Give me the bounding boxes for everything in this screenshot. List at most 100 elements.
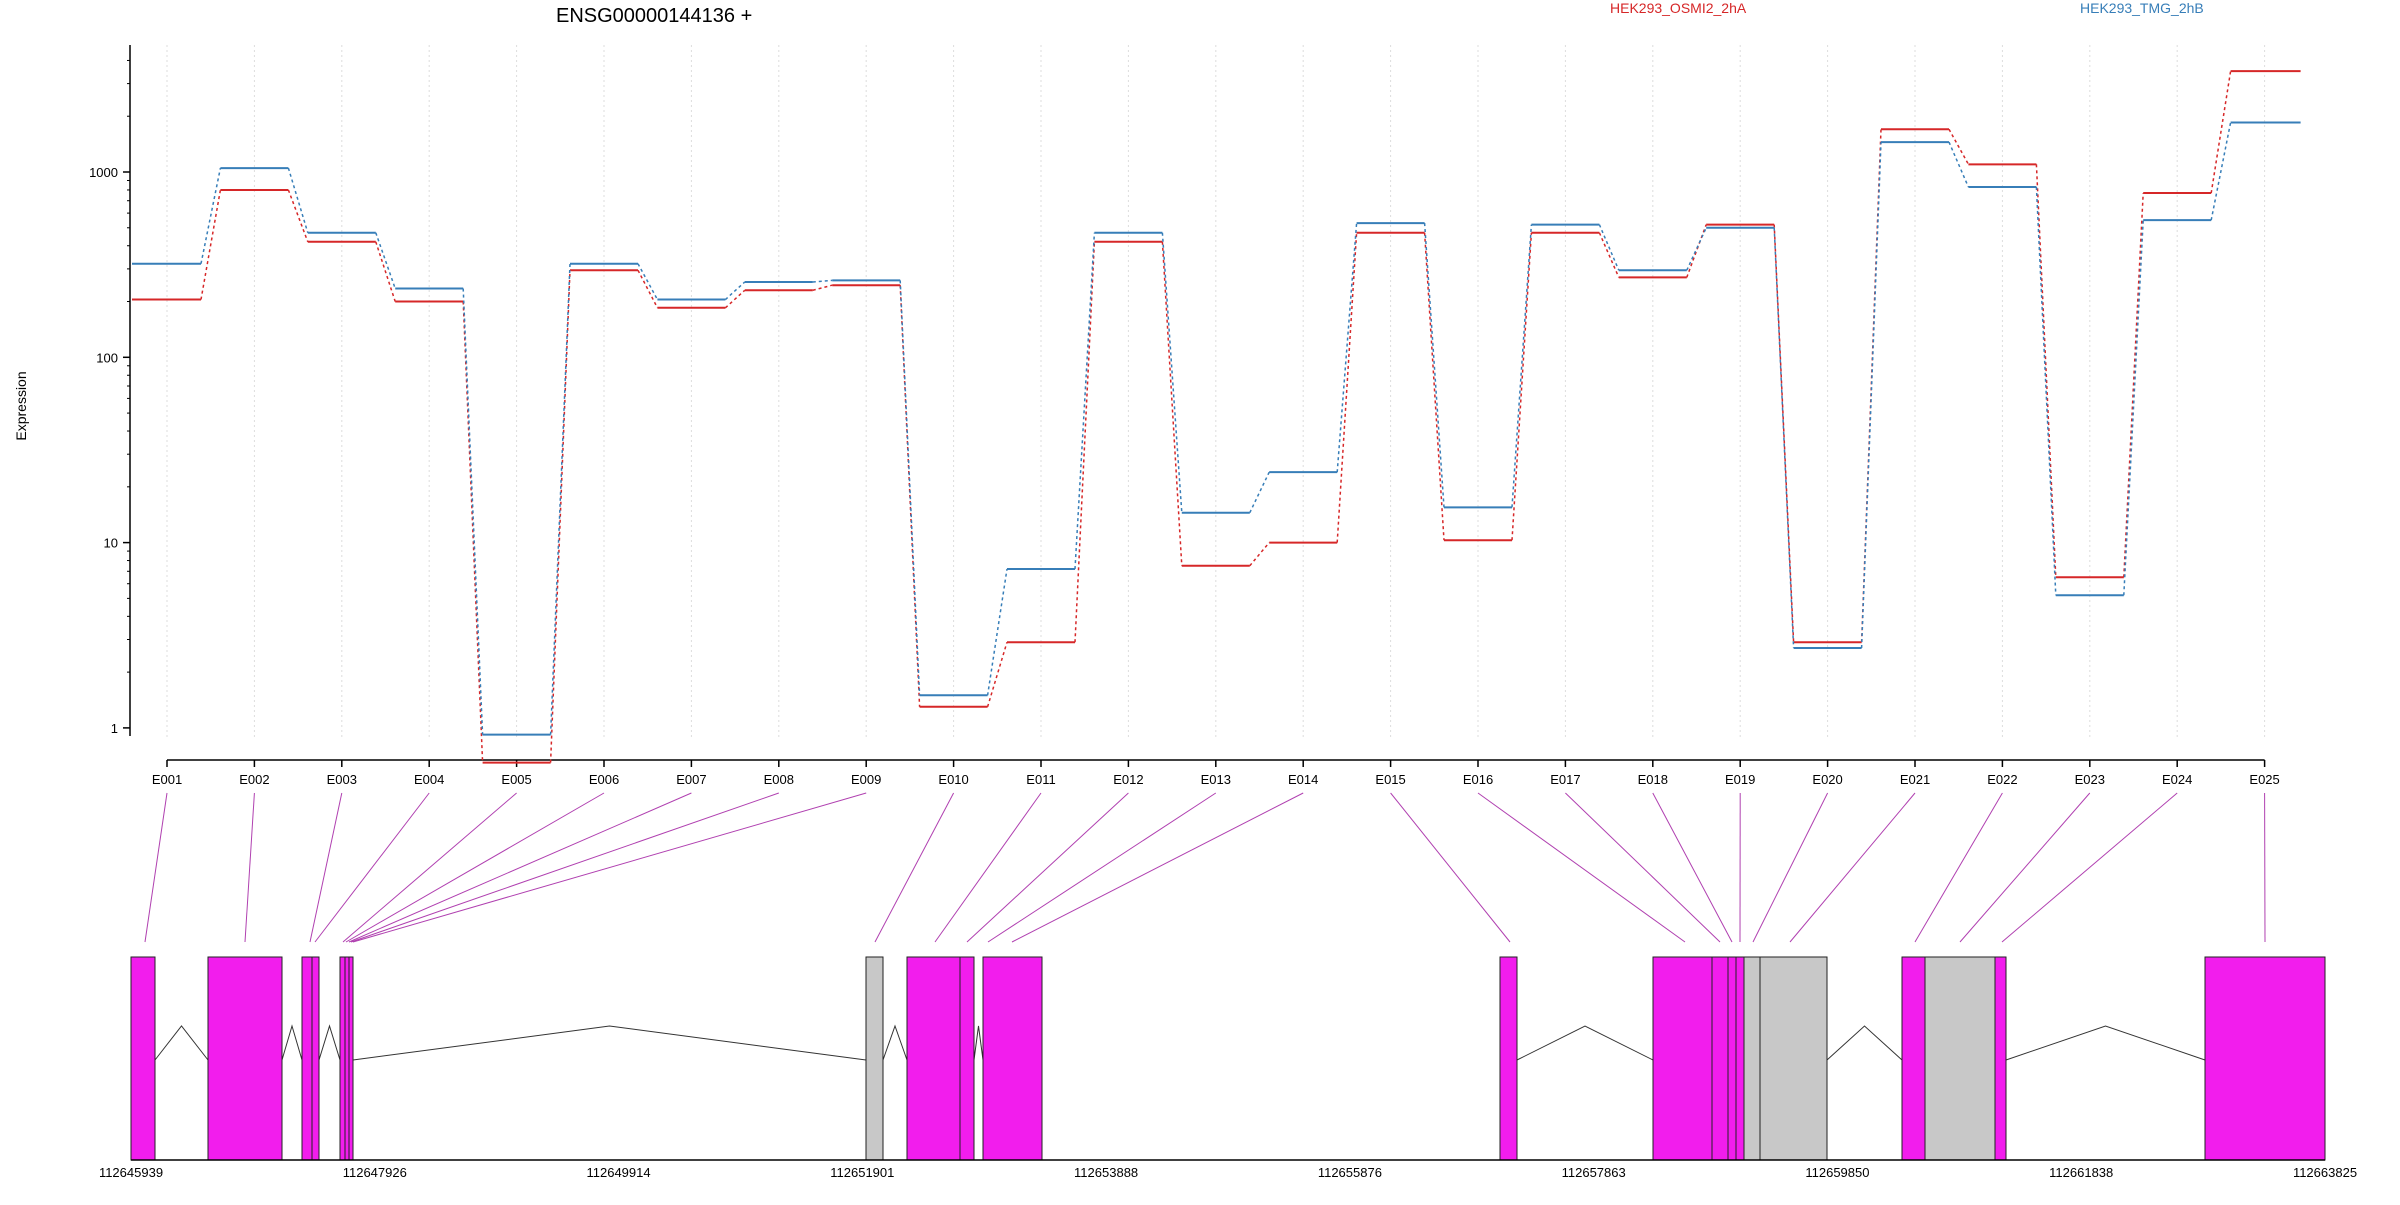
genome-coordinate-label: 112645939 xyxy=(99,1165,163,1180)
exon-block xyxy=(907,957,960,1160)
exon-connector xyxy=(2002,793,2177,942)
intron-line xyxy=(1517,1026,1653,1060)
exon-block xyxy=(960,957,974,1160)
series-connector xyxy=(2211,71,2230,193)
exon-block xyxy=(131,957,155,1160)
exon-block xyxy=(1653,957,1712,1160)
x-tick-label: E004 xyxy=(414,772,444,787)
exon-block xyxy=(345,957,349,1160)
series-connector xyxy=(1337,233,1356,543)
exon-connector xyxy=(967,793,1128,942)
x-tick-label: E015 xyxy=(1375,772,1405,787)
exon-connector xyxy=(1565,793,1720,942)
y-tick-label: 1000 xyxy=(89,165,118,180)
series-connector xyxy=(288,190,307,242)
series-connector xyxy=(1250,543,1269,566)
series-connector xyxy=(813,285,832,290)
exon-connector xyxy=(145,793,167,942)
intron-line xyxy=(883,1026,907,1060)
x-tick-label: E025 xyxy=(2249,772,2279,787)
x-tick-label: E005 xyxy=(501,772,531,787)
series-connector xyxy=(376,233,395,289)
exon-block xyxy=(1712,957,1728,1160)
x-tick-label: E011 xyxy=(1026,772,1055,787)
exon-connector xyxy=(245,793,254,942)
x-tick-label: E001 xyxy=(152,772,182,787)
exon-block xyxy=(1744,957,1760,1160)
legend-entry-tmg: HEK293_TMG_2hB xyxy=(2080,0,2204,16)
exon-block xyxy=(866,957,883,1160)
series-connector xyxy=(1862,129,1881,642)
legend-entry-osmi2: HEK293_OSMI2_2hA xyxy=(1610,0,1747,16)
exon-block xyxy=(1500,957,1517,1160)
x-tick-label: E020 xyxy=(1812,772,1842,787)
x-tick-label: E013 xyxy=(1201,772,1231,787)
x-tick-label: E007 xyxy=(676,772,706,787)
series-connector xyxy=(2211,122,2230,220)
exon-connector xyxy=(1391,793,1510,942)
grid-layer xyxy=(167,45,2265,740)
exon-block xyxy=(1925,957,1995,1160)
series-connector xyxy=(1075,242,1094,642)
series-connector xyxy=(288,168,307,233)
x-tick-label: E006 xyxy=(589,772,619,787)
series-connector xyxy=(725,290,744,308)
genome-coordinate-label: 112647926 xyxy=(343,1165,407,1180)
series-connector xyxy=(463,289,482,735)
series-connector xyxy=(1162,242,1181,566)
x-tick-label: E017 xyxy=(1550,772,1580,787)
exon-block xyxy=(208,957,282,1160)
series-1 xyxy=(132,122,2301,734)
series-connector xyxy=(1162,233,1181,513)
y-tick-label: 1 xyxy=(111,721,118,736)
exon-connector xyxy=(935,793,1041,942)
x-tick-label: E018 xyxy=(1638,772,1668,787)
exon-block xyxy=(349,957,353,1160)
series-connector xyxy=(201,190,220,300)
exon-connector xyxy=(1478,793,1685,942)
exon-connector xyxy=(315,793,429,942)
exon-connector xyxy=(988,793,1216,942)
genome-coordinate-label: 112657863 xyxy=(1562,1165,1626,1180)
series-connector xyxy=(201,168,220,264)
exon-connector xyxy=(875,793,954,942)
x-tick-label: E024 xyxy=(2162,772,2192,787)
series-connector xyxy=(1337,223,1356,472)
series-connector xyxy=(1687,225,1706,278)
intron-line xyxy=(974,1026,983,1060)
exon-block xyxy=(1728,957,1736,1160)
exon-block xyxy=(1760,957,1827,1160)
exon-block xyxy=(1902,957,1925,1160)
exon-block xyxy=(1995,957,2006,1160)
series-connector xyxy=(638,264,657,300)
series-connector xyxy=(2124,220,2143,595)
connector-layer xyxy=(145,793,2265,942)
series-connector xyxy=(813,280,832,282)
x-tick-label: E012 xyxy=(1113,772,1143,787)
genome-coordinate-label: 112653888 xyxy=(1074,1165,1138,1180)
series-connector xyxy=(1949,129,1968,164)
genome-coordinate-label: 112659850 xyxy=(1805,1165,1869,1180)
series-connector xyxy=(463,302,482,763)
series-connector xyxy=(725,282,744,300)
x-tick-label: E010 xyxy=(938,772,968,787)
x-tick-label: E014 xyxy=(1288,772,1318,787)
series-connector xyxy=(1250,472,1269,513)
series-connector xyxy=(1599,225,1618,271)
x-tick-label: E009 xyxy=(851,772,881,787)
series-connector xyxy=(1512,233,1531,540)
genome-coordinate-label: 112661838 xyxy=(2049,1165,2113,1180)
exon-block xyxy=(312,957,319,1160)
genome-coordinate-label: 112663825 xyxy=(2293,1165,2357,1180)
exon-connector xyxy=(1960,793,2090,942)
exon-connector xyxy=(1012,793,1303,942)
series-connector xyxy=(1425,233,1444,540)
intron-line xyxy=(2006,1026,2205,1060)
exon-connector xyxy=(310,793,342,942)
y-tick-label: 10 xyxy=(104,536,118,551)
series-connector xyxy=(1599,233,1618,278)
